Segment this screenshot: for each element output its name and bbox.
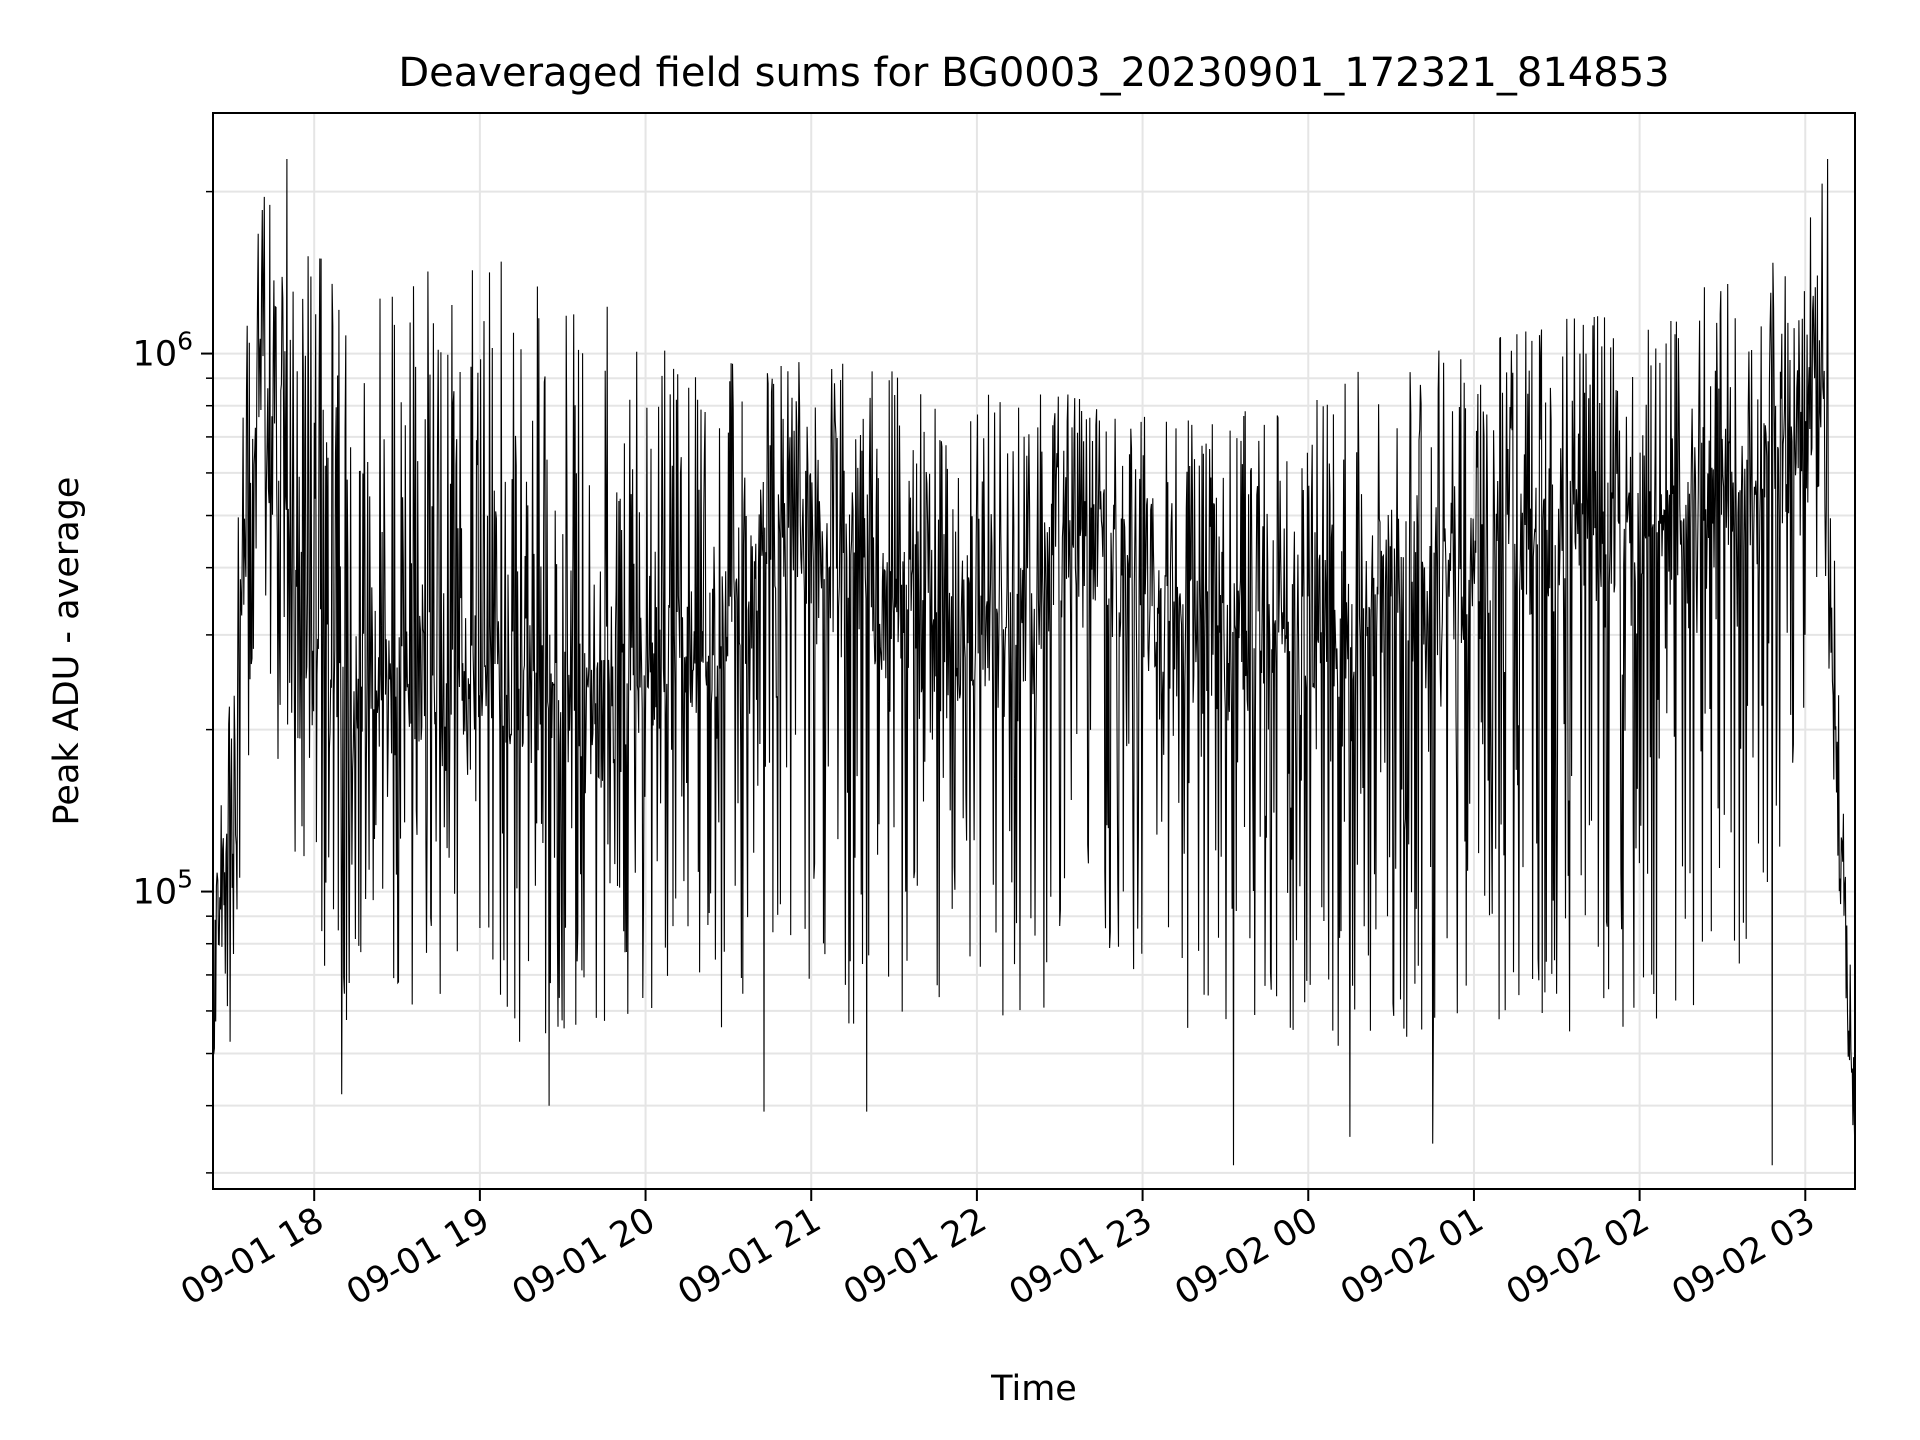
series-line-layer (212, 158, 1856, 1166)
y-axis-label: Peak ADU - average (47, 477, 87, 826)
chart-title: Deaveraged field sums for BG0003_2023090… (398, 50, 1669, 96)
y-tick-label: 106 (133, 327, 193, 375)
y-tick-label: 105 (133, 865, 193, 913)
series-line (212, 158, 1856, 1166)
plot-frame (212, 112, 1856, 1190)
x-axis-label: Time (990, 1369, 1077, 1409)
y-axis: 105 106 (133, 190, 213, 1174)
